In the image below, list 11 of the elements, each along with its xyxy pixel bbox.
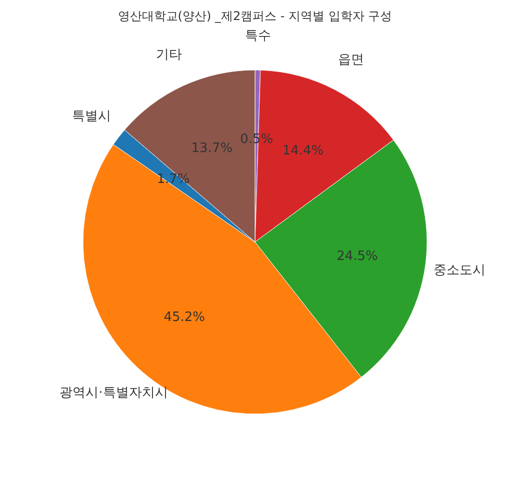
slice-label: 광역시·특별자치시: [60, 385, 168, 400]
data-label: 45.2%: [164, 310, 206, 326]
data-label: 13.7%: [191, 141, 233, 156]
slice-label: 중소도시: [434, 262, 486, 278]
slice-label: 특별시: [72, 109, 112, 124]
data-label: 14.4%: [282, 144, 324, 159]
data-label: 24.5%: [336, 248, 378, 264]
slice-label: 읍면: [338, 52, 364, 68]
chart-title: 영산대학교(양산) _제2캠퍼스 - 지역별 입학자 구성: [118, 9, 392, 23]
slice-label: 기타: [156, 47, 182, 62]
slice-label: 특수: [245, 28, 272, 44]
